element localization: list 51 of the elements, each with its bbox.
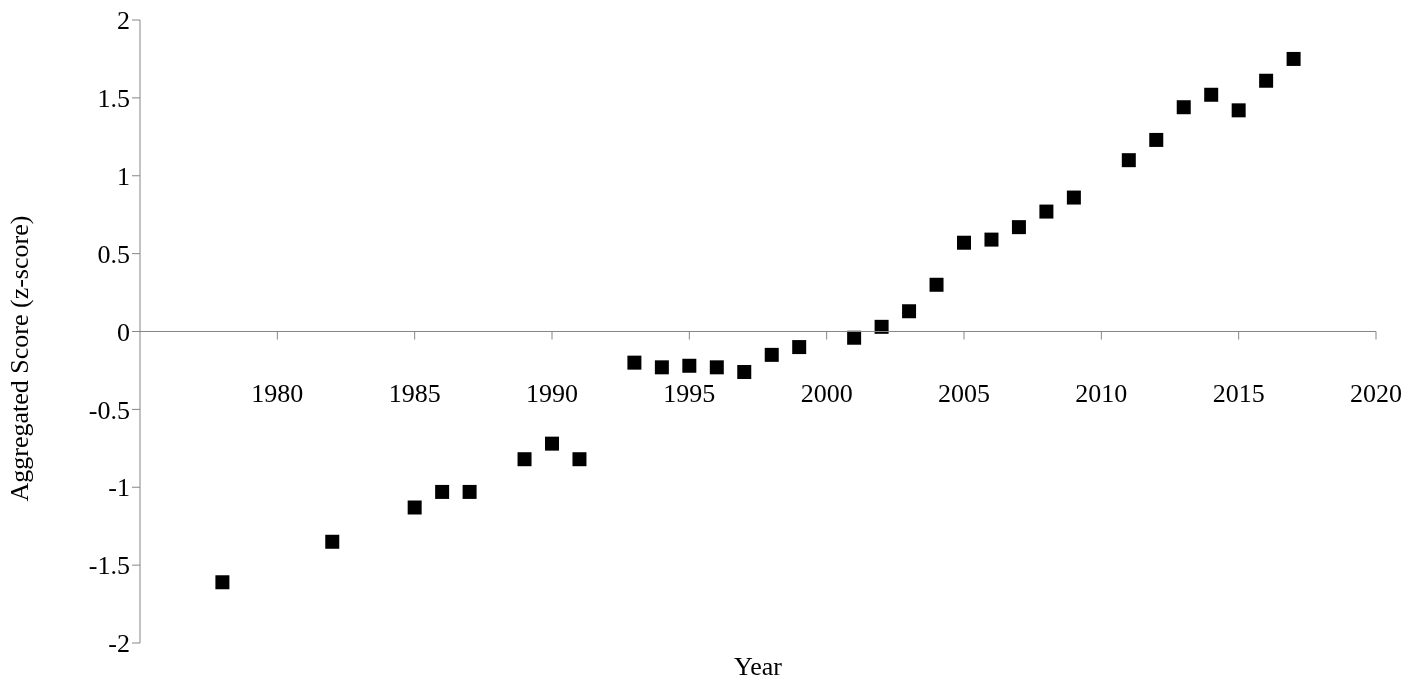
point	[847, 330, 862, 345]
y-tick-label: 2	[117, 6, 130, 36]
y-axis-title: Aggregated Score (z-score)	[5, 215, 35, 502]
y-tick-label: 1	[117, 161, 130, 191]
point	[737, 364, 752, 379]
y-tick-label: 0	[117, 317, 130, 347]
point	[215, 575, 230, 590]
point	[545, 436, 559, 451]
y-tick-label: 1.5	[97, 84, 130, 114]
point	[435, 484, 450, 499]
point	[1149, 132, 1164, 147]
point	[654, 360, 669, 375]
point	[1286, 51, 1301, 66]
point	[874, 319, 889, 334]
point	[1231, 103, 1246, 118]
point	[902, 304, 917, 319]
point	[682, 358, 697, 373]
y-tick-label: 0.5	[97, 239, 130, 269]
point	[325, 534, 340, 549]
y-tick-label: -2	[108, 629, 130, 659]
x-tick-label: 2010	[1075, 378, 1128, 408]
point	[1121, 153, 1136, 168]
point	[1066, 190, 1081, 205]
point	[1204, 87, 1219, 102]
point	[709, 360, 724, 375]
point	[462, 484, 477, 499]
point	[627, 355, 642, 370]
x-axis-title: Year	[733, 652, 783, 682]
point	[984, 232, 999, 247]
x-tick-label: 1990	[526, 378, 578, 408]
point	[1011, 220, 1026, 235]
x-tick-label: 1995	[663, 378, 716, 408]
point	[929, 277, 944, 292]
point	[957, 235, 971, 250]
y-tick-label: -1	[108, 473, 130, 503]
point	[1039, 204, 1054, 219]
y-tick-label: -1.5	[88, 551, 130, 581]
point	[572, 452, 587, 467]
x-tick-label: 1985	[388, 378, 441, 408]
point	[517, 452, 532, 467]
x-tick-label: 2020	[1350, 378, 1402, 408]
point	[1176, 100, 1191, 115]
point	[792, 340, 807, 355]
x-tick-label: 2005	[938, 378, 990, 408]
point	[407, 500, 422, 515]
point	[1259, 73, 1274, 88]
x-tick-label: 2015	[1212, 378, 1265, 408]
x-tick-label: 1980	[251, 378, 304, 408]
y-tick-label: -0.5	[88, 395, 130, 425]
x-tick-label: 2000	[800, 378, 853, 408]
point	[764, 347, 779, 362]
